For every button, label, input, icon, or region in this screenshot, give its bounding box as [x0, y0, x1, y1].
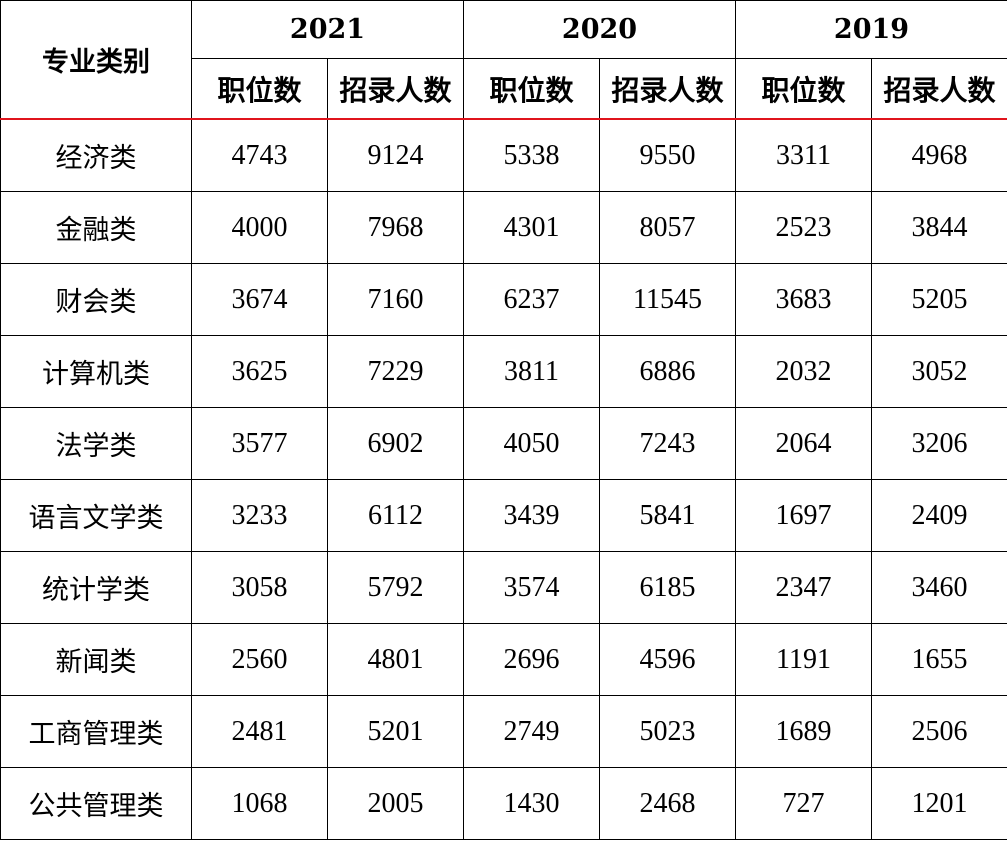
category-cell: 公共管理类 — [0, 767, 192, 840]
table-row: 统计学类 3058 5792 3574 6185 2347 3460 — [0, 551, 1007, 624]
recruits-2020-cell: 11545 — [599, 263, 736, 336]
positions-2019-cell: 727 — [735, 767, 872, 840]
recruits-header-2020: 招录人数 — [599, 58, 736, 120]
positions-2019-cell: 2064 — [735, 407, 872, 480]
positions-2021-cell: 2560 — [191, 623, 328, 696]
table-row: 工商管理类 2481 5201 2749 5023 1689 2506 — [0, 695, 1007, 768]
category-cell: 计算机类 — [0, 335, 192, 408]
positions-2021-cell: 4743 — [191, 118, 328, 192]
category-cell: 工商管理类 — [0, 695, 192, 768]
positions-2019-cell: 1191 — [735, 623, 872, 696]
recruits-2021-cell: 7160 — [327, 263, 464, 336]
positions-2020-cell: 2749 — [463, 695, 600, 768]
recruits-header-2019: 招录人数 — [871, 58, 1007, 120]
category-cell: 金融类 — [0, 191, 192, 264]
table-row: 金融类 4000 7968 4301 8057 2523 3844 — [0, 191, 1007, 264]
category-cell: 新闻类 — [0, 623, 192, 696]
table-body: 经济类 4743 9124 5338 9550 3311 4968 金融类 4000 7968 43… — [0, 118, 1007, 840]
positions-header-2019: 职位数 — [735, 58, 872, 120]
positions-2021-cell: 1068 — [191, 767, 328, 840]
table-row: 计算机类 3625 7229 3811 6886 2032 3052 — [0, 335, 1007, 408]
recruits-2019-cell: 3206 — [871, 407, 1007, 480]
positions-2020-cell: 4050 — [463, 407, 600, 480]
table-row: 公共管理类 1068 2005 1430 2468 727 1201 — [0, 767, 1007, 840]
year-header-2019: 2019 — [735, 0, 1007, 59]
positions-header-2020: 职位数 — [463, 58, 600, 120]
positions-2021-cell: 3674 — [191, 263, 328, 336]
positions-2019-cell: 2032 — [735, 335, 872, 408]
table-row: 新闻类 2560 4801 2696 4596 1191 1655 — [0, 623, 1007, 696]
table-row: 语言文学类 3233 6112 3439 5841 1697 2409 — [0, 479, 1007, 552]
recruits-2019-cell: 4968 — [871, 118, 1007, 192]
positions-2020-cell: 1430 — [463, 767, 600, 840]
year-header-2021: 2021 — [191, 0, 464, 59]
recruits-2019-cell: 2409 — [871, 479, 1007, 552]
category-cell: 法学类 — [0, 407, 192, 480]
table-header: 专业类别 2021 2020 2019 职位数 招录人数 职位数 招录人数 职位… — [0, 0, 1007, 120]
subheader-row: 职位数 招录人数 职位数 招录人数 职位数 招录人数 — [1, 58, 1007, 120]
recruits-2021-cell: 4801 — [327, 623, 464, 696]
recruits-2019-cell: 2506 — [871, 695, 1007, 768]
positions-2020-cell: 3439 — [463, 479, 600, 552]
year-header-2020: 2020 — [463, 0, 736, 59]
table-row: 法学类 3577 6902 4050 7243 2064 3206 — [0, 407, 1007, 480]
recruits-2020-cell: 8057 — [599, 191, 736, 264]
positions-2019-cell: 2347 — [735, 551, 872, 624]
recruits-2020-cell: 9550 — [599, 118, 736, 192]
category-cell: 经济类 — [0, 118, 192, 192]
recruits-2020-cell: 5023 — [599, 695, 736, 768]
positions-2020-cell: 5338 — [463, 118, 600, 192]
category-cell: 财会类 — [0, 263, 192, 336]
recruits-header-2021: 招录人数 — [327, 58, 464, 120]
positions-2020-cell: 3811 — [463, 335, 600, 408]
recruits-2021-cell: 6902 — [327, 407, 464, 480]
positions-2020-cell: 4301 — [463, 191, 600, 264]
positions-2019-cell: 1697 — [735, 479, 872, 552]
category-column-header: 专业类别 — [0, 0, 192, 120]
recruits-2020-cell: 6185 — [599, 551, 736, 624]
table-row: 财会类 3674 7160 6237 11545 3683 5205 — [0, 263, 1007, 336]
positions-2019-cell: 2523 — [735, 191, 872, 264]
positions-2021-cell: 3058 — [191, 551, 328, 624]
recruits-2020-cell: 6886 — [599, 335, 736, 408]
recruits-2021-cell: 7229 — [327, 335, 464, 408]
positions-header-2021: 职位数 — [191, 58, 328, 120]
positions-2021-cell: 3625 — [191, 335, 328, 408]
positions-2019-cell: 3683 — [735, 263, 872, 336]
recruits-2021-cell: 2005 — [327, 767, 464, 840]
positions-2019-cell: 3311 — [735, 118, 872, 192]
positions-2020-cell: 2696 — [463, 623, 600, 696]
recruits-2020-cell: 2468 — [599, 767, 736, 840]
recruits-2019-cell: 5205 — [871, 263, 1007, 336]
positions-2021-cell: 4000 — [191, 191, 328, 264]
positions-2021-cell: 3577 — [191, 407, 328, 480]
recruits-2021-cell: 7968 — [327, 191, 464, 264]
recruits-2020-cell: 7243 — [599, 407, 736, 480]
positions-2021-cell: 2481 — [191, 695, 328, 768]
recruits-2019-cell: 3844 — [871, 191, 1007, 264]
recruits-2019-cell: 3052 — [871, 335, 1007, 408]
positions-2020-cell: 6237 — [463, 263, 600, 336]
recruits-2021-cell: 6112 — [327, 479, 464, 552]
recruits-2020-cell: 4596 — [599, 623, 736, 696]
recruits-2020-cell: 5841 — [599, 479, 736, 552]
category-cell: 语言文学类 — [0, 479, 192, 552]
recruits-2019-cell: 1655 — [871, 623, 1007, 696]
positions-2019-cell: 1689 — [735, 695, 872, 768]
year-header-row: 专业类别 2021 2020 2019 — [0, 0, 1007, 120]
recruits-2021-cell: 9124 — [327, 118, 464, 192]
positions-2021-cell: 3233 — [191, 479, 328, 552]
recruits-2021-cell: 5201 — [327, 695, 464, 768]
recruits-2019-cell: 1201 — [871, 767, 1007, 840]
positions-2020-cell: 3574 — [463, 551, 600, 624]
recruits-2021-cell: 5792 — [327, 551, 464, 624]
recruits-2019-cell: 3460 — [871, 551, 1007, 624]
category-cell: 统计学类 — [0, 551, 192, 624]
table-row: 经济类 4743 9124 5338 9550 3311 4968 — [0, 118, 1007, 192]
